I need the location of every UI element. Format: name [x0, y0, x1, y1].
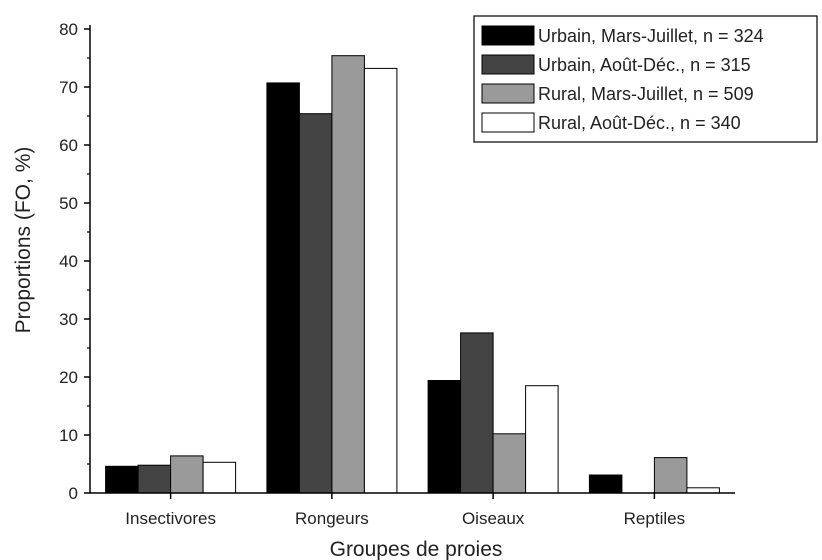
bar-oiseaux-series-4	[525, 385, 559, 494]
bar-oiseaux-series-3	[492, 433, 527, 494]
legend-swatch-1	[481, 25, 535, 46]
bar-oiseaux-series-1	[427, 380, 462, 494]
bars-group	[105, 55, 720, 494]
y-tick-label: 30	[59, 310, 78, 329]
bar-rongeurs-series-1	[266, 82, 300, 494]
bar-insectivores-series-2	[137, 464, 172, 494]
x-axis-title: Groupes de proies	[330, 538, 503, 560]
bar-reptiles-series-1	[588, 474, 623, 494]
bar-rongeurs-series-3	[331, 55, 365, 494]
y-tick-label: 80	[59, 20, 78, 39]
y-tick-label: 40	[59, 252, 78, 271]
y-tick-label: 10	[59, 426, 78, 445]
x-tick-label: Rongeurs	[295, 509, 369, 528]
y-tick-label: 0	[69, 484, 78, 503]
y-tick-label: 50	[59, 194, 78, 213]
bar-oiseaux-series-2	[460, 332, 494, 494]
legend: Urbain, Mars-Juillet, n = 324 Urbain, Aoû…	[473, 15, 818, 143]
y-tick-label: 70	[59, 78, 78, 97]
x-tick-label: Oiseaux	[462, 509, 525, 528]
bar-insectivores-series-4	[202, 461, 237, 494]
bar-reptiles-series-3	[653, 457, 688, 494]
bar-insectivores-series-1	[105, 465, 139, 494]
bar-reptiles-series-4	[686, 487, 720, 494]
legend-label-2: Urbain, Août-Déc., n = 315	[538, 55, 751, 75]
x-tick-label: Reptiles	[624, 509, 685, 528]
legend-swatch-3	[481, 83, 535, 104]
legend-label-4: Rural, Août-Déc., n = 340	[538, 113, 741, 133]
axes-group: Insectivores Rongeurs Oiseaux Reptiles 0 10 20…	[59, 20, 735, 528]
y-axis-title: Proportions (FO, %)	[12, 147, 35, 334]
legend-swatch-2	[481, 54, 535, 75]
legend-swatch-4	[481, 112, 535, 133]
y-tick-label: 60	[59, 136, 78, 155]
bar-rongeurs-series-2	[298, 113, 333, 494]
legend-label-3: Rural, Mars-Juillet, n = 509	[538, 84, 754, 104]
y-tick-label: 20	[59, 368, 78, 387]
bar-insectivores-series-3	[170, 455, 204, 494]
legend-label-1: Urbain, Mars-Juillet, n = 324	[538, 26, 764, 46]
x-tick-label: Insectivores	[125, 509, 216, 528]
bar-rongeurs-series-4	[363, 67, 398, 494]
